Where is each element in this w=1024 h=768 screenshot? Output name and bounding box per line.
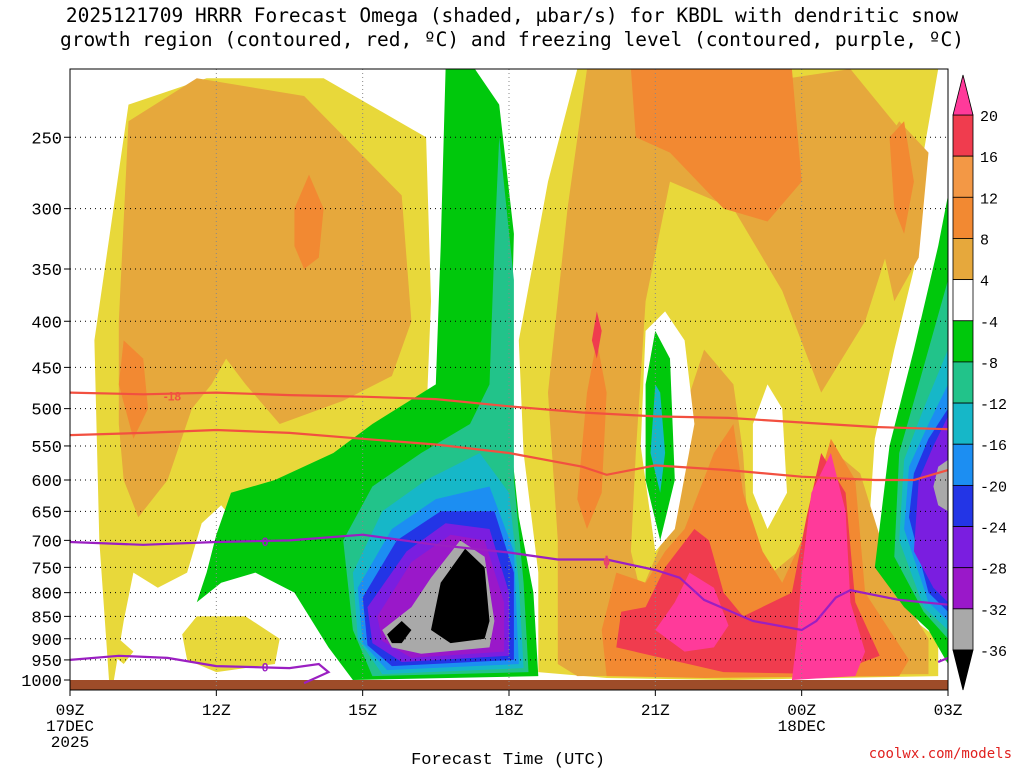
y-tick-label: 400	[31, 314, 62, 333]
contour-line-4	[937, 656, 949, 664]
omega-region-26	[791, 453, 866, 680]
contour-lines: -18 0 0 0	[69, 390, 949, 685]
colorbar-segment	[952, 238, 974, 281]
omega-region-3	[118, 340, 148, 439]
x-tick-label: 21Z	[641, 702, 670, 720]
x-tick-label: 2025	[51, 734, 89, 752]
y-tick-label: 1000	[21, 673, 62, 692]
omega-region-36	[913, 416, 948, 603]
y-tick-label: 950	[31, 653, 62, 672]
colorbar-segment	[952, 320, 974, 363]
x-tick-label: 18DEC	[778, 718, 826, 736]
y-tick-label: 750	[31, 560, 62, 579]
x-tick-label: 09Z	[56, 702, 85, 720]
chart-title: 2025121709 HRRR Forecast Omega (shaded, …	[0, 4, 1024, 52]
y-tick-label: 800	[31, 586, 62, 605]
colorbar-label: -24	[980, 521, 1007, 538]
colorbar-segment	[952, 443, 974, 486]
colorbar-bottom-arrow	[952, 649, 974, 691]
colorbar-label: -28	[980, 562, 1007, 579]
x-tick-label: 12Z	[202, 702, 231, 720]
colorbar-segment	[952, 608, 974, 651]
y-tick-label: 850	[31, 609, 62, 628]
y-axis-ticks: 250 300 350 400 450 500 550 600 650 700 750 800 850 9…	[21, 130, 70, 692]
colorbar-segment	[952, 567, 974, 610]
colorbar-label: 4	[980, 274, 989, 291]
omega-region-21	[577, 340, 607, 529]
y-tick-label: 500	[31, 402, 62, 421]
x-tick-label: 15Z	[348, 702, 377, 720]
omega-region-22	[591, 311, 602, 359]
colorbar-segment	[952, 484, 974, 527]
x-axis-label: Forecast Time (UTC)	[411, 751, 605, 768]
colorbar-top-arrow	[952, 74, 974, 116]
omega-region-2	[294, 174, 324, 269]
omega-region-1	[118, 78, 412, 518]
contour-label-3: 0	[262, 660, 269, 674]
colorbar-label: -4	[980, 315, 998, 332]
omega-region-14	[431, 548, 490, 644]
omega-region-18	[630, 69, 802, 222]
colorbar-label: 12	[980, 191, 998, 208]
omega-shading	[94, 69, 948, 680]
site-credit: coolwx.com/models	[868, 746, 1012, 762]
x-tick-label: 00Z	[787, 702, 816, 720]
omega-region-20	[889, 121, 914, 234]
colorbar-label: 20	[980, 109, 998, 126]
colorbar-label: -36	[980, 644, 1007, 661]
y-tick-label: 650	[31, 504, 62, 523]
y-tick-label: 450	[31, 360, 62, 379]
y-tick-label: 600	[31, 473, 62, 492]
y-tick-label: 700	[31, 533, 62, 552]
chart-title-line2: growth region (contoured, red, ºC) and f…	[60, 28, 964, 51]
y-tick-label: 350	[31, 262, 62, 281]
colorbar-segment	[952, 114, 974, 157]
colorbar-segment	[952, 402, 974, 445]
contour-label-5: 0	[603, 555, 610, 569]
x-tick-label: 03Z	[934, 702, 963, 720]
colorbar-label: -8	[980, 356, 998, 373]
contour-line-2	[69, 533, 949, 632]
x-tick-label: 18Z	[495, 702, 524, 720]
contour-line-3	[69, 654, 331, 685]
colorbar-label: -20	[980, 479, 1007, 496]
x-tick-label: 17DEC	[46, 718, 94, 736]
colorbar-label: -32	[980, 603, 1007, 620]
colorbar-segment	[952, 196, 974, 239]
colorbar-label: -16	[980, 438, 1007, 455]
colorbar-legend: 20 16 12 8 4 -4 -8 -12 -16 -20 -24 -28 -32 -36	[952, 74, 1007, 691]
colorbar-segment	[952, 155, 974, 198]
y-tick-label: 550	[31, 439, 62, 458]
colorbar-label: -12	[980, 397, 1007, 414]
contour-label-2: 0	[262, 535, 269, 549]
omega-region-4	[182, 616, 280, 673]
colorbar-segment	[952, 526, 974, 569]
colorbar-segment	[952, 361, 974, 404]
contour-label-0: -18	[164, 390, 182, 404]
contour-line-1	[69, 428, 949, 482]
omega-region-15	[387, 621, 412, 644]
colorbar-label: 16	[980, 150, 998, 167]
chart-title-line1: 2025121709 HRRR Forecast Omega (shaded, …	[65, 4, 959, 27]
omega-region-5	[109, 638, 134, 664]
colorbar-label: 8	[980, 232, 989, 249]
y-tick-label: 250	[31, 130, 62, 149]
y-tick-label: 900	[31, 632, 62, 651]
y-tick-label: 300	[31, 202, 62, 221]
contour-line-0	[69, 391, 949, 431]
colorbar-segment	[952, 279, 974, 322]
